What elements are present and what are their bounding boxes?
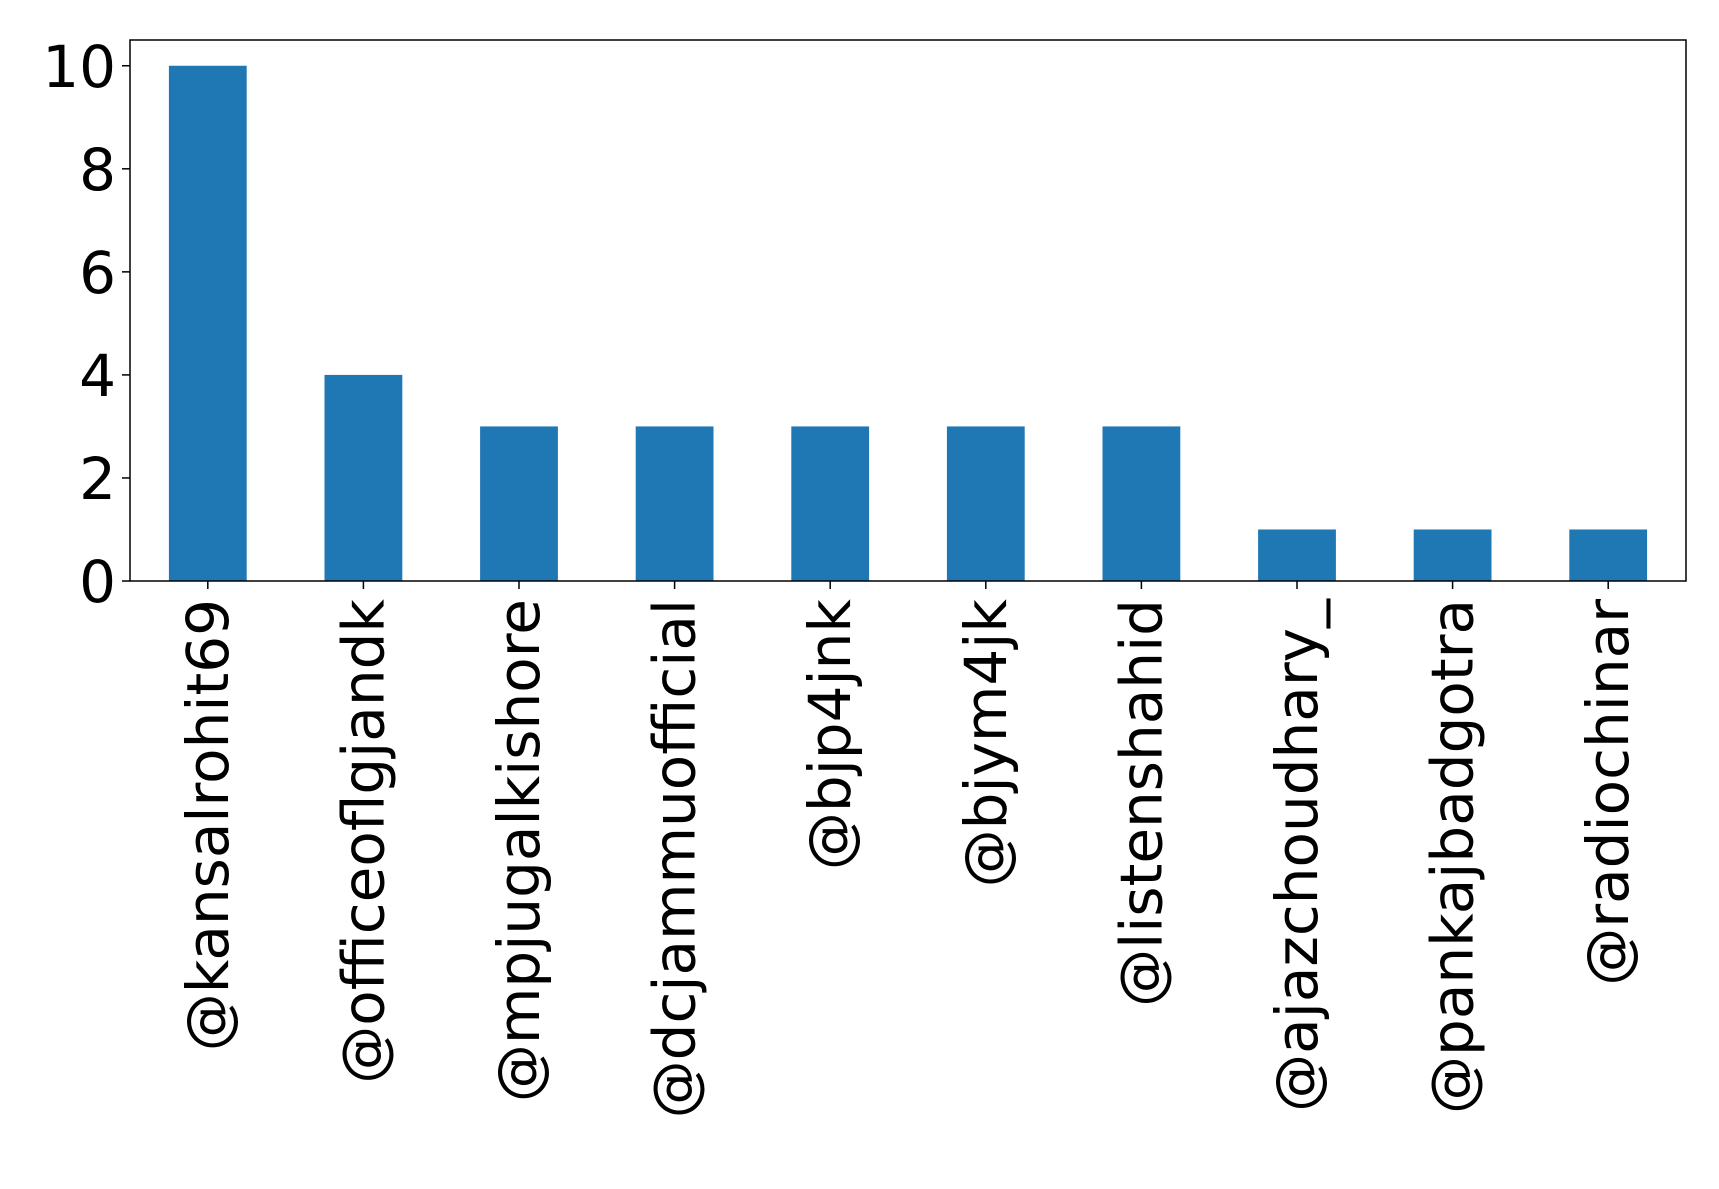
x-tick-label: @radiochinar: [1574, 599, 1642, 986]
x-tick-label: @dcjammuofficial: [641, 599, 709, 1118]
x-axis: @kansalrohit69 @officeoflgjandk @mpjugalki…: [174, 581, 1642, 1118]
x-tick-label: @pankajbadgotra: [1419, 599, 1487, 1114]
y-tick-label: 6: [79, 239, 116, 307]
bars-group: [168, 65, 1648, 581]
bar-officeoflgjandk: [324, 374, 403, 581]
bar-listenshahid: [1102, 426, 1181, 581]
bar-bjp4jnk: [791, 426, 870, 581]
bar-mpjugalkishore: [480, 426, 558, 581]
bar-bjym4jk: [946, 426, 1025, 581]
y-tick-label: 2: [79, 445, 116, 513]
x-tick-label: @bjym4jk: [952, 599, 1020, 888]
x-tick-label: @listenshahid: [1107, 599, 1175, 1007]
bar-kansalrohit69: [168, 65, 247, 581]
y-tick-label: 4: [79, 342, 116, 410]
x-tick-label: @ajazchoudhary_: [1263, 598, 1331, 1112]
y-tick-label: 10: [42, 33, 116, 101]
x-tick-label: @mpjugalkishore: [485, 599, 553, 1102]
y-tick-label: 8: [79, 136, 116, 204]
y-axis: 0 2 4 6 8 10: [42, 33, 130, 616]
x-tick-label: @bjp4jnk: [796, 599, 864, 871]
y-tick-label: 0: [79, 548, 116, 616]
plot-frame: [129, 39, 1687, 582]
bar-radiochinar: [1569, 529, 1648, 581]
bar-dcjammuofficial: [635, 426, 714, 581]
x-tick-label: @officeoflgjandk: [329, 599, 397, 1084]
bar-pankajbadgotra: [1413, 529, 1492, 581]
x-tick-label: @kansalrohit69: [174, 599, 242, 1051]
bar-ajazchoudhary_: [1258, 529, 1336, 581]
